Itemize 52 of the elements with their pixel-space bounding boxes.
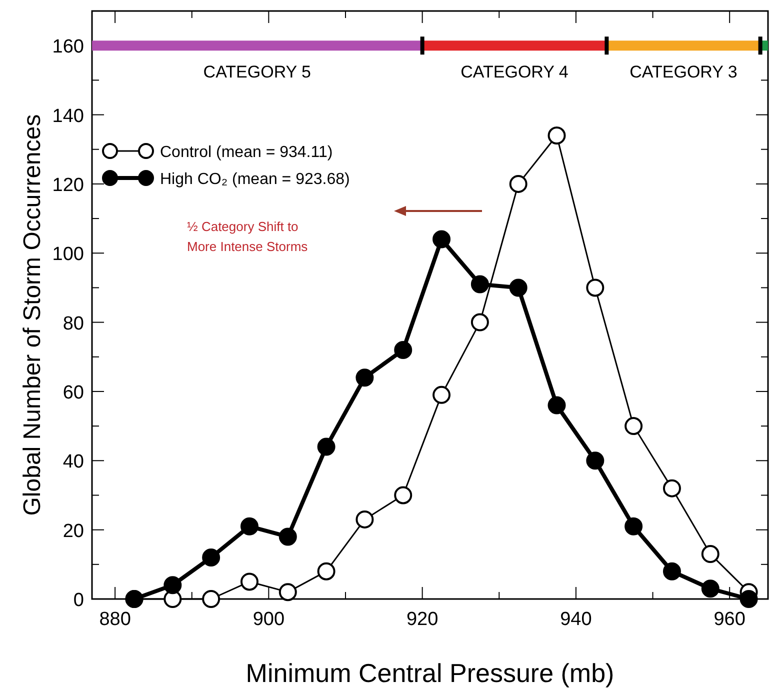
point (548, 126, 566, 145)
y-tick-label: 100 (52, 244, 84, 266)
point (548, 396, 566, 414)
point (278, 583, 297, 602)
point (509, 278, 528, 297)
point (164, 576, 182, 594)
y-tick-label: 0 (73, 590, 84, 611)
y-tick-label: 140 (52, 106, 84, 127)
x-tick-label: 900 (252, 609, 285, 630)
y-tick-label: 20 (62, 520, 84, 542)
point (740, 590, 758, 608)
point (432, 386, 451, 404)
point (394, 340, 412, 359)
point (701, 545, 720, 564)
point (394, 486, 412, 504)
annotation: CATEGORY 3 (630, 62, 738, 82)
x-tick-label: 940 (560, 609, 592, 630)
point (470, 275, 489, 294)
point (662, 562, 681, 580)
point (317, 438, 336, 456)
point (202, 590, 220, 608)
point (356, 510, 374, 528)
point (662, 479, 681, 498)
point (470, 313, 489, 332)
y-tick-label: 160 (52, 36, 84, 58)
annotation: CATEGORY 5 (203, 62, 312, 82)
point (624, 417, 643, 436)
x-tick-label: 920 (406, 609, 438, 630)
point (240, 572, 258, 591)
annotation: CATEGORY 4 (460, 62, 568, 82)
legend-label: High CO₂ (mean = 923.68) (160, 171, 350, 188)
point (317, 562, 336, 580)
point (202, 548, 220, 566)
point (278, 528, 297, 546)
x-axis-title: Minimum Central Pressure (mb) (246, 658, 614, 688)
point (240, 517, 258, 536)
point (509, 174, 528, 193)
x-tick-label: 880 (99, 609, 131, 630)
y-tick-label: 80 (62, 313, 84, 334)
legend-label: Control (mean = 934.11) (160, 144, 333, 161)
point (432, 230, 451, 248)
y-tick-label: 40 (62, 452, 84, 473)
point (586, 278, 604, 297)
point (624, 517, 643, 536)
y-axis-title: Global Number of Storm Occurrences (19, 114, 46, 516)
point (586, 452, 604, 470)
y-tick-label: 60 (62, 382, 84, 404)
point (701, 580, 720, 598)
annotation: ½ Category Shift to More Intense Storms (187, 219, 308, 254)
y-tick-label: 120 (52, 174, 84, 196)
x-tick-label: 960 (714, 609, 746, 630)
point (356, 368, 374, 387)
